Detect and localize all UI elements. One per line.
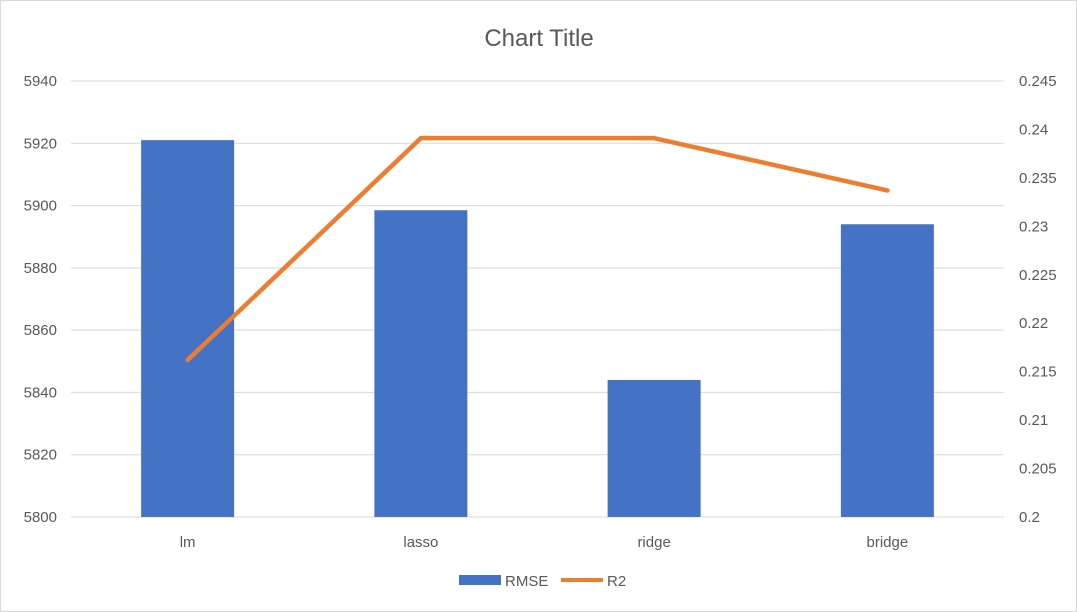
x-axis-tick-label: lm xyxy=(180,534,196,551)
left-axis-ticks: 5800 5820 5840 5860 5880 5900 5920 5940 xyxy=(24,73,57,526)
r2-line-series xyxy=(185,135,890,363)
rmse-bars xyxy=(141,140,934,517)
right-axis-tick-label: 0.215 xyxy=(1019,364,1057,381)
right-axis-tick-label: 0.22 xyxy=(1019,315,1048,332)
left-axis-tick-label: 5920 xyxy=(24,135,57,152)
right-axis-tick-label: 0.235 xyxy=(1019,170,1057,187)
left-axis-tick-label: 5880 xyxy=(24,260,57,277)
right-axis-tick-label: 0.205 xyxy=(1019,461,1057,478)
left-axis-tick-label: 5840 xyxy=(24,384,57,401)
r2-line xyxy=(185,135,890,363)
legend: RMSE R2 xyxy=(459,573,626,590)
left-axis-tick-label: 5940 xyxy=(24,73,57,90)
legend-swatch-rmse xyxy=(459,575,501,585)
right-axis-tick-label: 0.2 xyxy=(1019,509,1040,526)
left-axis-tick-label: 5860 xyxy=(24,322,57,339)
left-axis-tick-label: 5820 xyxy=(24,447,57,464)
left-axis-tick-label: 5900 xyxy=(24,198,57,215)
rmse-bar xyxy=(374,210,468,517)
right-axis-ticks: 0.2 0.205 0.21 0.215 0.22 0.225 0.23 0.235 0.24 0… xyxy=(1019,73,1057,526)
right-axis-tick-label: 0.245 xyxy=(1019,73,1057,90)
x-axis-tick-label: bridge xyxy=(867,534,909,551)
x-axis-tick-label: lasso xyxy=(403,534,438,551)
left-axis-tick-label: 5800 xyxy=(24,509,57,526)
x-axis-tick-label: ridge xyxy=(637,534,670,551)
legend-label-r2: R2 xyxy=(607,573,626,590)
right-axis-tick-label: 0.225 xyxy=(1019,267,1057,284)
chart-title: Chart Title xyxy=(484,25,593,52)
legend-label-rmse: RMSE xyxy=(505,573,548,590)
right-axis-tick-label: 0.24 xyxy=(1019,121,1048,138)
rmse-bar xyxy=(607,379,701,517)
rmse-bar xyxy=(840,224,934,517)
right-axis-tick-label: 0.23 xyxy=(1019,218,1048,235)
x-axis-labels: lm lasso ridge bridge xyxy=(180,534,909,551)
right-axis-tick-label: 0.21 xyxy=(1019,412,1048,429)
